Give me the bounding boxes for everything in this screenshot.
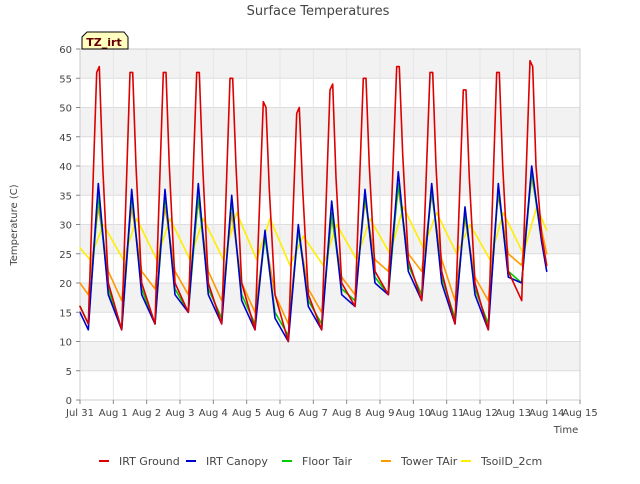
x-tick-label: Jul 31 — [65, 408, 94, 419]
legend-label-irt-ground: IRT Ground — [119, 455, 180, 468]
x-tick-label: Aug 1 — [99, 408, 128, 419]
tz-badge-label: TZ_irt — [86, 36, 121, 49]
x-tick-label: Aug 15 — [562, 408, 597, 419]
x-axis-label: Time — [553, 425, 578, 436]
grid-band — [80, 166, 580, 196]
y-axis: 0 5 10 15 20 25 30 35 40 45 50 55 60 — [59, 45, 80, 407]
legend-label-tsoild-2cm: TsoilD_2cm — [480, 455, 542, 468]
series-line-tsoild-2cm — [79, 206, 548, 267]
x-tick-label: Aug 2 — [132, 408, 161, 419]
y-tick-label: 15 — [59, 308, 72, 319]
grid-band — [80, 253, 580, 283]
grid-lines — [79, 48, 581, 401]
y-tick-label: 20 — [59, 279, 72, 290]
x-tick-label: Aug 12 — [462, 408, 497, 419]
grid-band — [80, 341, 580, 371]
x-tick-label: Aug 14 — [529, 408, 564, 419]
grid-band — [80, 312, 580, 342]
x-tick-label: Aug 9 — [365, 408, 394, 419]
y-tick-label: 45 — [59, 133, 72, 144]
series-line-irt-ground — [79, 59, 548, 343]
grid-band — [80, 283, 580, 313]
x-tick-label: Aug 10 — [396, 408, 431, 419]
y-tick-label: 30 — [59, 221, 72, 232]
y-tick-label: 25 — [59, 250, 72, 261]
chart-title: Surface Temperatures — [247, 4, 390, 19]
x-tick-label: Aug 4 — [199, 408, 228, 419]
y-tick-label: 50 — [59, 104, 72, 115]
legend-label-irt-canopy: IRT Canopy — [206, 455, 268, 468]
y-tick-label: 10 — [59, 338, 72, 349]
legend-label-tower-tair: Tower TAir — [400, 455, 458, 468]
x-tick-label: Aug 3 — [165, 408, 194, 419]
x-tick-label: Aug 8 — [332, 408, 361, 419]
x-tick-label: Aug 13 — [496, 408, 531, 419]
x-axis: Jul 31 Aug 1 Aug 2 Aug 3 Aug 4 Aug 5 Aug 6 Aug … — [65, 400, 598, 419]
legend-label-floor-tair: Floor Tair — [302, 455, 353, 468]
grid-bands — [80, 49, 580, 400]
series-line-irt-canopy — [79, 165, 548, 343]
x-tick-label: Aug 11 — [429, 408, 464, 419]
legend: IRT Ground IRT Canopy Floor Tair Tower TAir… — [99, 455, 542, 468]
y-tick-label: 5 — [66, 367, 72, 378]
x-tick-label: Aug 7 — [299, 408, 328, 419]
y-axis-label: Temperature (C) — [9, 184, 20, 266]
x-tick-label: Aug 6 — [265, 408, 294, 419]
tz-badge: TZ_irt — [81, 31, 129, 50]
grid-band — [80, 370, 580, 400]
grid-band — [80, 49, 580, 79]
tz-badge-box — [81, 31, 129, 50]
grid-band — [80, 136, 580, 166]
series-layer — [79, 59, 548, 343]
y-tick-label: 35 — [59, 191, 72, 202]
y-tick-label: 60 — [59, 45, 72, 56]
y-tick-label: 0 — [66, 396, 72, 407]
y-tick-label: 40 — [59, 162, 72, 173]
x-tick-label: Aug 5 — [232, 408, 261, 419]
y-tick-label: 55 — [59, 74, 72, 85]
